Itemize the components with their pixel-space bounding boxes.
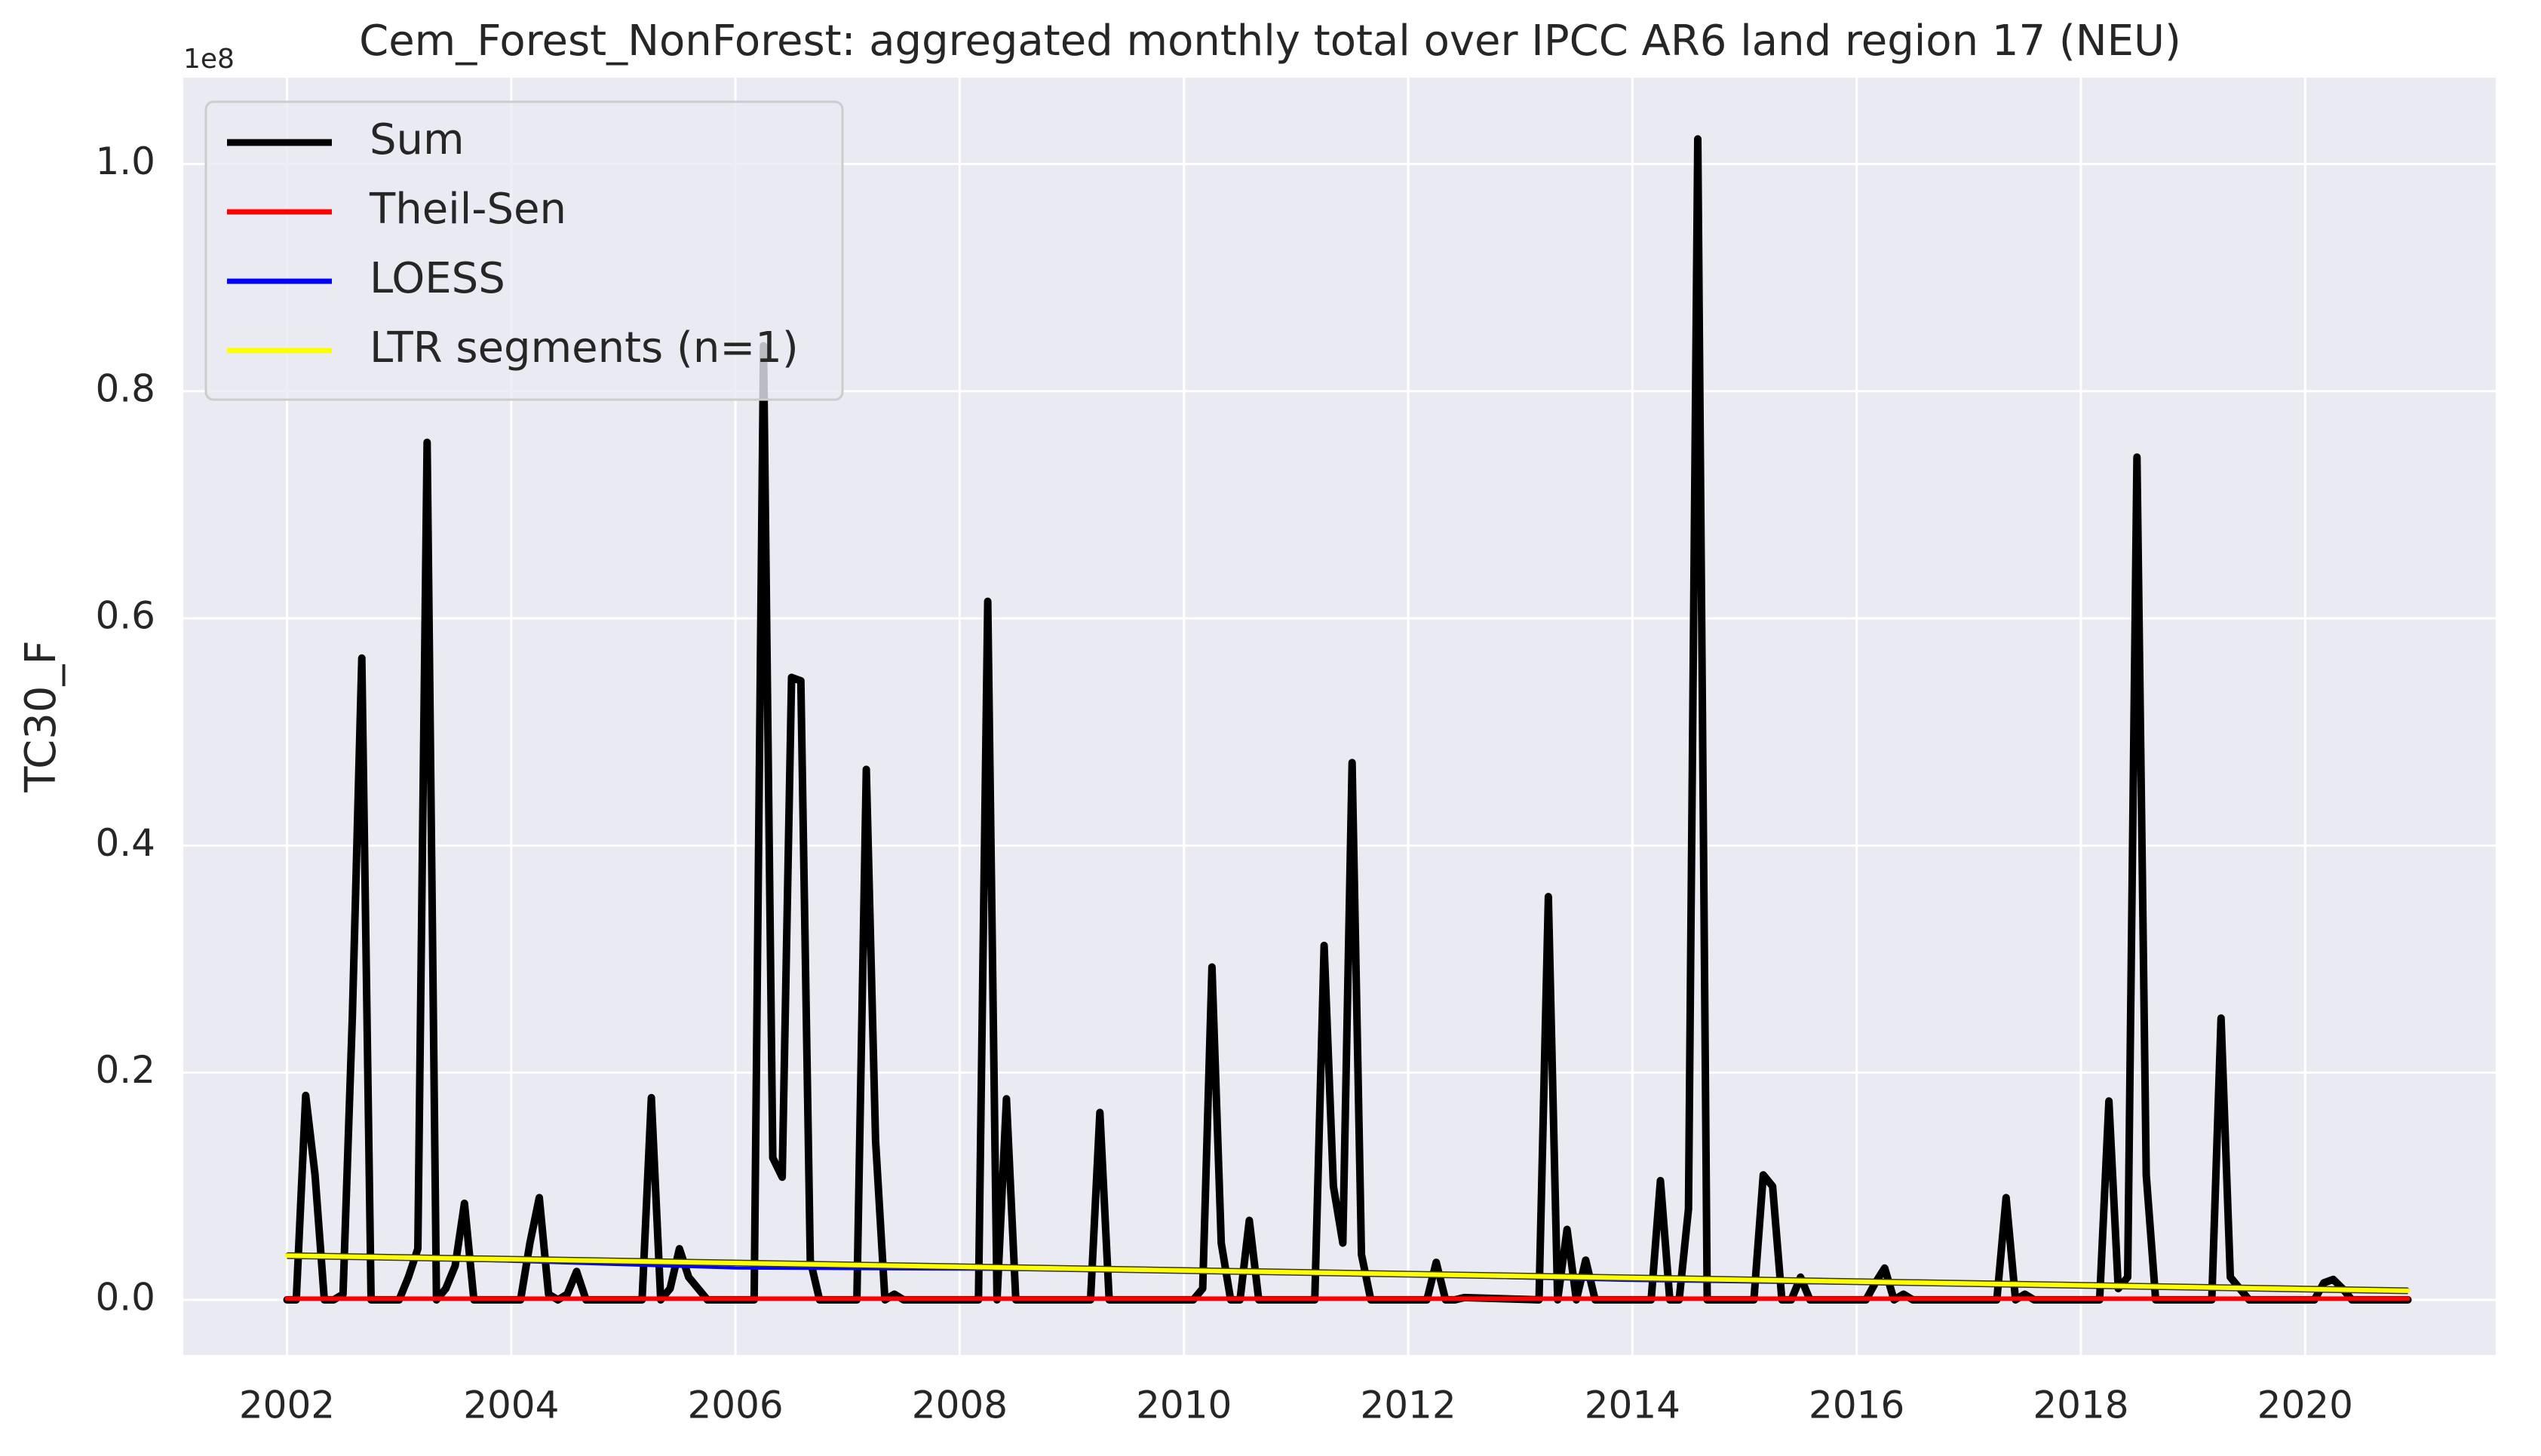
legend-box: [204, 100, 844, 401]
y-tick-label: 0.2: [95, 1048, 155, 1092]
legend: Sum Theil-Sen LOESS LTR segments (n=1): [204, 100, 844, 401]
chart-title: Cem_Forest_NonForest: aggregated monthly…: [359, 17, 2181, 66]
series-line: [283, 135, 2412, 1304]
legend-label: Sum: [370, 115, 465, 164]
x-tick-label: 2008: [912, 1384, 1008, 1427]
series-line: [284, 1253, 2411, 1293]
x-tick-label: 2002: [239, 1384, 335, 1427]
x-tick-label: 2018: [2033, 1384, 2128, 1427]
y-tick-label: 0.6: [95, 594, 155, 638]
y-axis-label: TC30_F: [17, 640, 66, 793]
x-tick-label: 2006: [687, 1384, 783, 1427]
x-tick-label: 2016: [1809, 1384, 1904, 1427]
legend-label: Theil-Sen: [369, 185, 566, 234]
y-tick-label: 1.0: [95, 139, 155, 183]
y-tick-label: 0.0: [95, 1275, 155, 1319]
x-tick-label: 2014: [1585, 1384, 1680, 1427]
legend-label: LOESS: [370, 254, 505, 303]
y-tick-label: 0.8: [95, 366, 155, 410]
x-tick-label: 2020: [2257, 1384, 2353, 1427]
x-tick-label: 2004: [463, 1384, 559, 1427]
legend-label: LTR segments (n=1): [370, 323, 799, 372]
y-tick-label: 0.4: [95, 821, 155, 865]
lines: [283, 135, 2412, 1304]
x-tick-label: 2012: [1360, 1384, 1456, 1427]
x-tick-label: 2010: [1136, 1384, 1232, 1427]
offset-label: 1e8: [183, 44, 235, 75]
